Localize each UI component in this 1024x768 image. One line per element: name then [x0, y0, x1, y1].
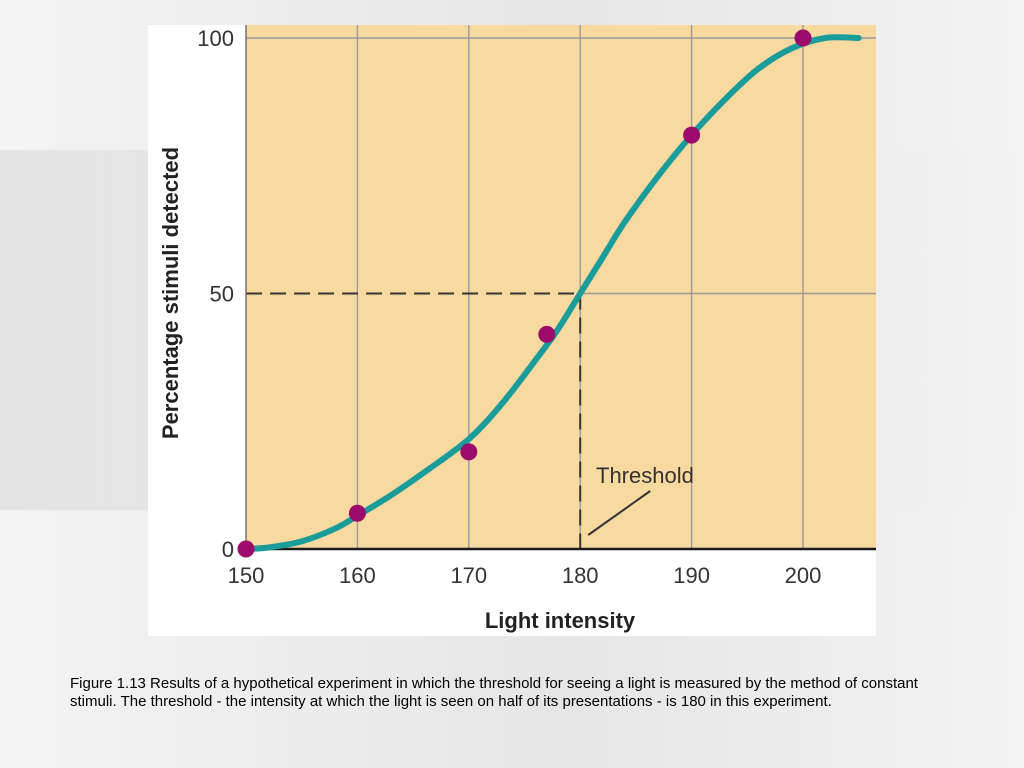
- x-tick-labels: 150 160 170 180 190 200: [228, 563, 822, 588]
- x-tick-label: 170: [450, 563, 487, 588]
- figure-panel: 150 160 170 180 190 200 0 50 100 Threshold Ligh…: [148, 25, 876, 636]
- data-point: [237, 540, 255, 558]
- x-tick-label: 150: [228, 563, 265, 588]
- x-tick-label: 180: [562, 563, 599, 588]
- threshold-dashed-lines: [246, 292, 582, 549]
- figure-caption: Figure 1.13 Results of a hypothetical ex…: [70, 675, 918, 710]
- data-point: [460, 443, 478, 461]
- psychometric-curve: [243, 34, 862, 552]
- data-points: [237, 29, 812, 558]
- data-point: [794, 29, 812, 47]
- y-tick-label: 50: [210, 282, 234, 307]
- plot-area: [246, 25, 876, 549]
- x-tick-label: 190: [673, 563, 710, 588]
- y-tick-label: 0: [222, 537, 234, 562]
- data-point: [538, 325, 556, 343]
- y-tick-labels: 0 50 100: [197, 26, 234, 562]
- x-axis-title: Light intensity: [485, 608, 636, 633]
- data-point: [348, 504, 366, 522]
- sigmoid-chart: 150 160 170 180 190 200 0 50 100 Threshold Ligh…: [158, 25, 876, 633]
- x-tick-label: 160: [339, 563, 376, 588]
- x-tick-label: 200: [785, 563, 822, 588]
- y-axis-title: Percentage stimuli detected: [158, 147, 183, 439]
- threshold-annotation: Threshold: [596, 463, 694, 488]
- y-tick-label: 100: [197, 26, 234, 51]
- data-point: [683, 126, 701, 144]
- threshold-pointer-line: [587, 490, 651, 536]
